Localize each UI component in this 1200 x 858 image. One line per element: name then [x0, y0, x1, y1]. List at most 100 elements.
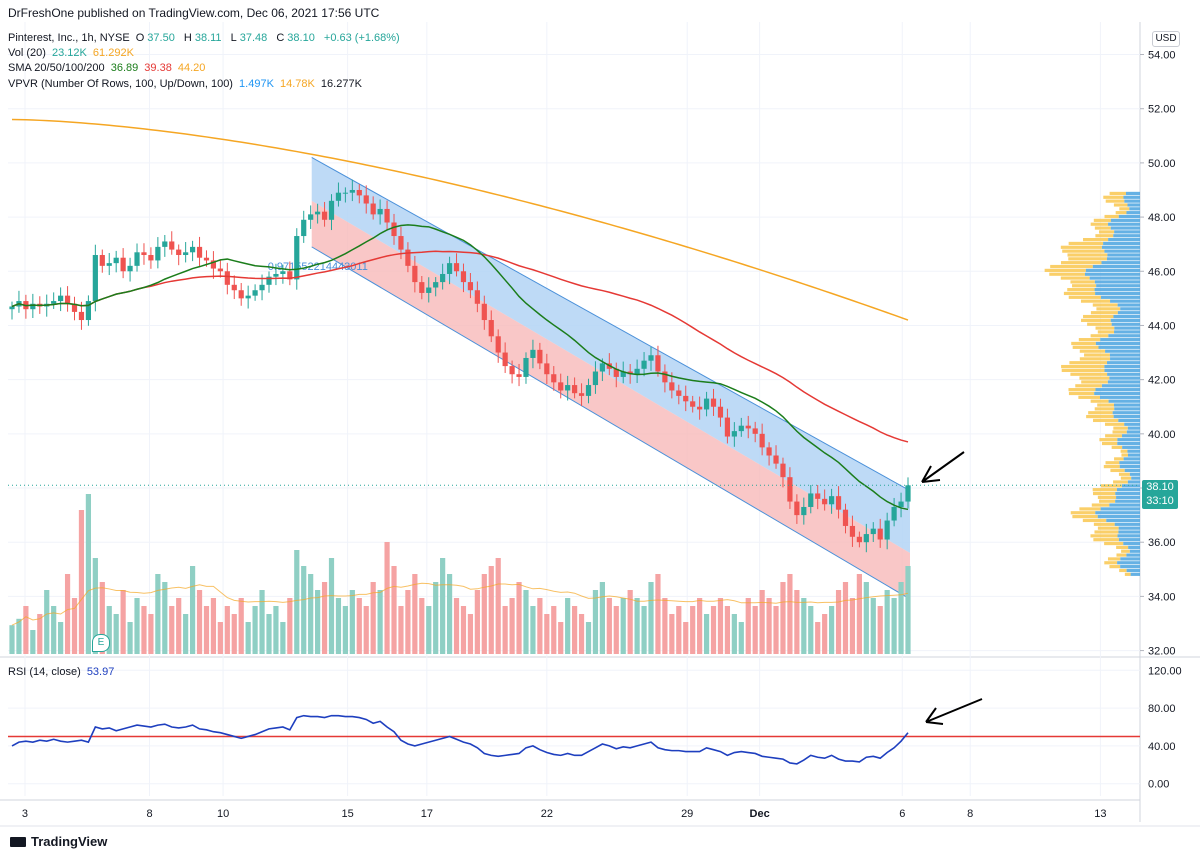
tradingview-logo[interactable]: TradingView	[10, 834, 107, 849]
sma200-line	[11, 118, 909, 321]
vpvr-row-down	[1104, 541, 1124, 546]
earnings-badge[interactable]: E	[92, 634, 110, 652]
vpvr-row-down	[1093, 538, 1119, 542]
price-tick-label: 52.00	[1148, 104, 1176, 116]
candle-body	[703, 398, 710, 410]
rsi-tick-label: 40.00	[1148, 741, 1176, 753]
volume-bar	[710, 606, 717, 654]
vpvr-row-up	[1095, 341, 1140, 346]
vpvr-row-up	[1123, 457, 1140, 461]
vpvr-row-down	[1104, 214, 1119, 219]
volume-bar	[849, 598, 856, 654]
volume-bar	[766, 598, 772, 654]
price-tick-label: 48.00	[1148, 212, 1176, 224]
volume-bar	[259, 590, 265, 654]
vpvr-row-down	[1081, 380, 1108, 384]
candle-body	[905, 485, 911, 502]
volume-bar	[363, 606, 369, 654]
candle-body	[78, 311, 85, 321]
candle-body	[690, 401, 696, 407]
vpvr-row-up	[1117, 311, 1140, 315]
candle-body	[384, 208, 390, 223]
volume-bar	[585, 622, 592, 654]
sma20-value: 36.89	[110, 62, 139, 74]
candle-body	[523, 357, 529, 377]
volume-bar	[724, 606, 731, 654]
vpvr-row-down	[1079, 376, 1110, 380]
sma100-value: 44.20	[177, 62, 206, 74]
vpvr-row-up	[1117, 303, 1140, 307]
sma50-line	[11, 250, 909, 443]
volume-bar	[58, 622, 64, 654]
vpvr-row-down	[1119, 207, 1130, 211]
vpvr-row-down	[1075, 384, 1102, 388]
rsi-tick-label: 120.00	[1148, 665, 1182, 677]
candle-body	[162, 241, 168, 247]
rsi-panel	[8, 714, 1140, 765]
vpvr-row-up	[1127, 426, 1140, 430]
volume-bar	[349, 590, 355, 654]
vpvr-row-up	[1098, 345, 1140, 349]
candle-body	[731, 431, 737, 437]
vpvr-row-up	[1113, 414, 1140, 419]
price-tick-label: 54.00	[1148, 50, 1176, 62]
volume-bar	[377, 590, 383, 654]
vpvr-row-down	[1115, 211, 1127, 215]
time-tick-label: 29	[681, 808, 693, 820]
currency-button[interactable]: USD	[1152, 31, 1180, 47]
vpvr-row-down	[1113, 480, 1128, 484]
vpvr-row-down	[1093, 218, 1111, 222]
vpvr-row-up	[1118, 530, 1140, 534]
vpvr-row-down	[1061, 368, 1105, 373]
volume-bar	[870, 598, 876, 654]
volume-bar	[266, 614, 272, 654]
candle-body	[370, 203, 376, 215]
vpvr-row-down	[1116, 553, 1127, 557]
volume-bar	[238, 598, 244, 654]
volume-bar	[419, 598, 425, 654]
volume-bar	[384, 542, 390, 654]
vpvr-row-up	[1126, 211, 1140, 215]
price-tick-label: 42.00	[1148, 375, 1176, 387]
candle-body	[481, 303, 487, 321]
vpvr-row-up	[1100, 338, 1140, 342]
volume-bar	[294, 550, 300, 654]
candle-body	[85, 301, 92, 321]
vpvr-row-down	[1079, 357, 1111, 361]
candle-body	[634, 368, 640, 375]
volume-bar	[655, 574, 661, 654]
vpvr-row-up	[1115, 491, 1140, 496]
volume-bar	[64, 574, 71, 654]
high-label: H	[183, 32, 192, 44]
volume-bar	[697, 598, 703, 654]
vpvr-row-down	[1099, 499, 1116, 503]
candle-body	[565, 385, 571, 391]
candle-body	[558, 382, 564, 391]
time-tick-label: 8	[146, 808, 152, 820]
vpvr-row-down	[1090, 334, 1109, 338]
vpvr-row-down	[1103, 464, 1120, 469]
volume-bar	[16, 618, 22, 654]
candle-body	[440, 273, 446, 283]
candle-body	[467, 282, 474, 291]
volume-bar	[648, 582, 654, 654]
candle-body	[551, 374, 557, 383]
volume-bar	[905, 566, 911, 654]
vpvr-row-up	[1095, 291, 1140, 296]
sma20-line	[11, 224, 909, 511]
vpvr-row-up	[1113, 403, 1140, 407]
vpvr-row-up	[1114, 230, 1140, 234]
vpvr-down-value: 14.78K	[279, 78, 315, 90]
candle-body	[745, 425, 751, 429]
vpvr-row-down	[1105, 199, 1125, 203]
candle-body	[717, 406, 724, 418]
candle-body	[328, 200, 335, 220]
volume-bar	[884, 590, 890, 654]
volume-bar	[731, 614, 737, 654]
vpvr-row-down	[1044, 268, 1086, 272]
volume-bar	[453, 598, 460, 654]
volume-bar	[641, 606, 647, 654]
volume-bar	[78, 510, 85, 654]
candle-body	[585, 385, 592, 396]
